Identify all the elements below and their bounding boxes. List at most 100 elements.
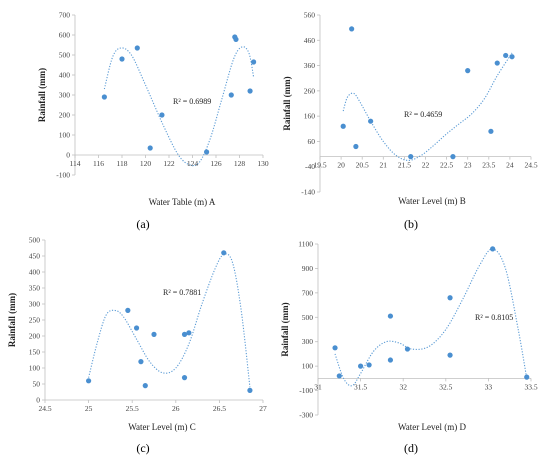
data-point: [404, 346, 411, 352]
x-axis-title: Water Level (m) B: [398, 196, 466, 206]
x-tick-label: 20: [337, 161, 345, 170]
x-tick-label: 33.5: [524, 382, 537, 391]
y-tick-label: 0: [36, 396, 40, 405]
data-point: [349, 26, 355, 32]
trendline: [334, 248, 528, 387]
chart-panel-3: -300 -100 100 300 500 700 900 1100 31 31.5 32 32.5 3…: [280, 240, 538, 456]
data-point: [387, 357, 394, 363]
x-tick-label: 25: [85, 404, 93, 413]
data-point: [332, 345, 338, 351]
x-tick-label: 31: [314, 382, 322, 391]
x-tick-label: 26.5: [213, 404, 226, 413]
data-point: [490, 246, 496, 252]
data-point: [147, 145, 153, 151]
data-point: [503, 52, 509, 59]
data-point: [221, 250, 227, 256]
x-tick-label: 24: [506, 161, 514, 170]
trendline: [103, 46, 255, 167]
y-tick-label: 160: [304, 112, 316, 121]
data-point: [358, 363, 364, 369]
y-tick-label: 100: [29, 364, 41, 373]
x-tick-label: 19.5: [313, 161, 326, 170]
data-point: [447, 352, 453, 358]
y-tick-label: -100: [56, 171, 70, 180]
data-point: [387, 313, 394, 319]
y-tick-label: 300: [59, 91, 71, 100]
data-point: [488, 128, 494, 134]
y-tick-label: 100: [59, 131, 71, 140]
y-tick-label: 250: [29, 316, 41, 325]
data-point: [151, 331, 157, 337]
data-point: [204, 149, 210, 155]
y-axis-title: Rainfall (mm): [37, 68, 47, 122]
x-tick-label: 23: [464, 161, 472, 170]
y-tick-label: 700: [59, 11, 71, 20]
r-squared-label: R² = 0.6989: [173, 97, 211, 106]
chart-panel-1: -140 -40 60 160 260 360 460 560 19.5 20 20.5 21 21.5…: [282, 11, 538, 232]
data-point: [186, 330, 192, 336]
x-tick-label: 20.5: [356, 161, 369, 170]
y-axis-title: Rainfall (mm): [7, 293, 17, 347]
x-tick-label: 22.5: [440, 161, 453, 170]
y-tick-label: 450: [29, 252, 41, 261]
data-point: [336, 373, 342, 379]
y-tick-label: 400: [59, 71, 71, 80]
y-tick-label: 700: [302, 288, 314, 297]
data-point: [101, 94, 107, 100]
x-tick-label: 120: [140, 159, 152, 168]
x-tick-label: 128: [234, 159, 246, 168]
y-tick-label: 500: [302, 313, 314, 322]
x-tick-label: 25.5: [126, 404, 139, 413]
y-tick-label: -40: [305, 162, 315, 171]
panel-caption: (a): [136, 217, 149, 231]
data-point: [159, 112, 165, 118]
y-tick-label: 200: [29, 332, 41, 341]
data-point: [340, 123, 346, 129]
data-point: [181, 331, 188, 337]
x-axis-title: Water Level (m) D: [398, 422, 466, 432]
data-point: [366, 362, 372, 368]
x-tick-label: 33: [485, 382, 493, 391]
data-point: [465, 68, 471, 74]
r-squared-label: R² = 0.7881: [163, 288, 201, 297]
x-tick-label: 118: [117, 159, 128, 168]
y-tick-label: -300: [299, 411, 313, 420]
y-tick-label: 60: [308, 137, 316, 146]
x-tick-label: 114: [70, 159, 81, 168]
trendline: [88, 253, 251, 388]
x-tick-label: 23.5: [482, 161, 495, 170]
data-point: [138, 359, 144, 365]
data-point: [251, 59, 257, 65]
panel-caption: (b): [404, 217, 418, 231]
y-tick-label: 560: [304, 11, 316, 20]
x-tick-label: 24.5: [524, 161, 537, 170]
data-point: [133, 325, 140, 331]
data-point: [228, 92, 234, 98]
x-axis-title: Water Level (m) C: [128, 422, 196, 432]
x-tick-label: 24.5: [38, 404, 51, 413]
data-point: [247, 387, 253, 393]
data-point: [125, 307, 131, 313]
r-squared-label: R² = 0.4659: [404, 110, 442, 119]
x-tick-label: 32: [399, 382, 407, 391]
x-tick-label: 31.5: [354, 382, 367, 391]
data-point: [494, 60, 500, 66]
data-point: [509, 54, 515, 60]
x-axis-title: Water Table (m) A: [149, 197, 216, 207]
y-tick-label: 400: [29, 268, 41, 277]
y-tick-label: 1100: [298, 240, 313, 249]
y-tick-label: 300: [302, 337, 314, 346]
data-point: [447, 295, 453, 301]
data-point: [142, 383, 148, 389]
x-tick-label: 122: [163, 159, 175, 168]
x-tick-label: 26: [172, 404, 180, 413]
data-point: [181, 375, 188, 381]
data-point: [524, 374, 530, 380]
x-tick-label: 22: [422, 161, 430, 170]
y-tick-label: 300: [29, 300, 41, 309]
data-point: [368, 118, 374, 124]
data-point: [450, 154, 456, 160]
x-tick-label: 130: [257, 159, 269, 168]
r-squared-label: R² = 0.8105: [475, 313, 513, 322]
